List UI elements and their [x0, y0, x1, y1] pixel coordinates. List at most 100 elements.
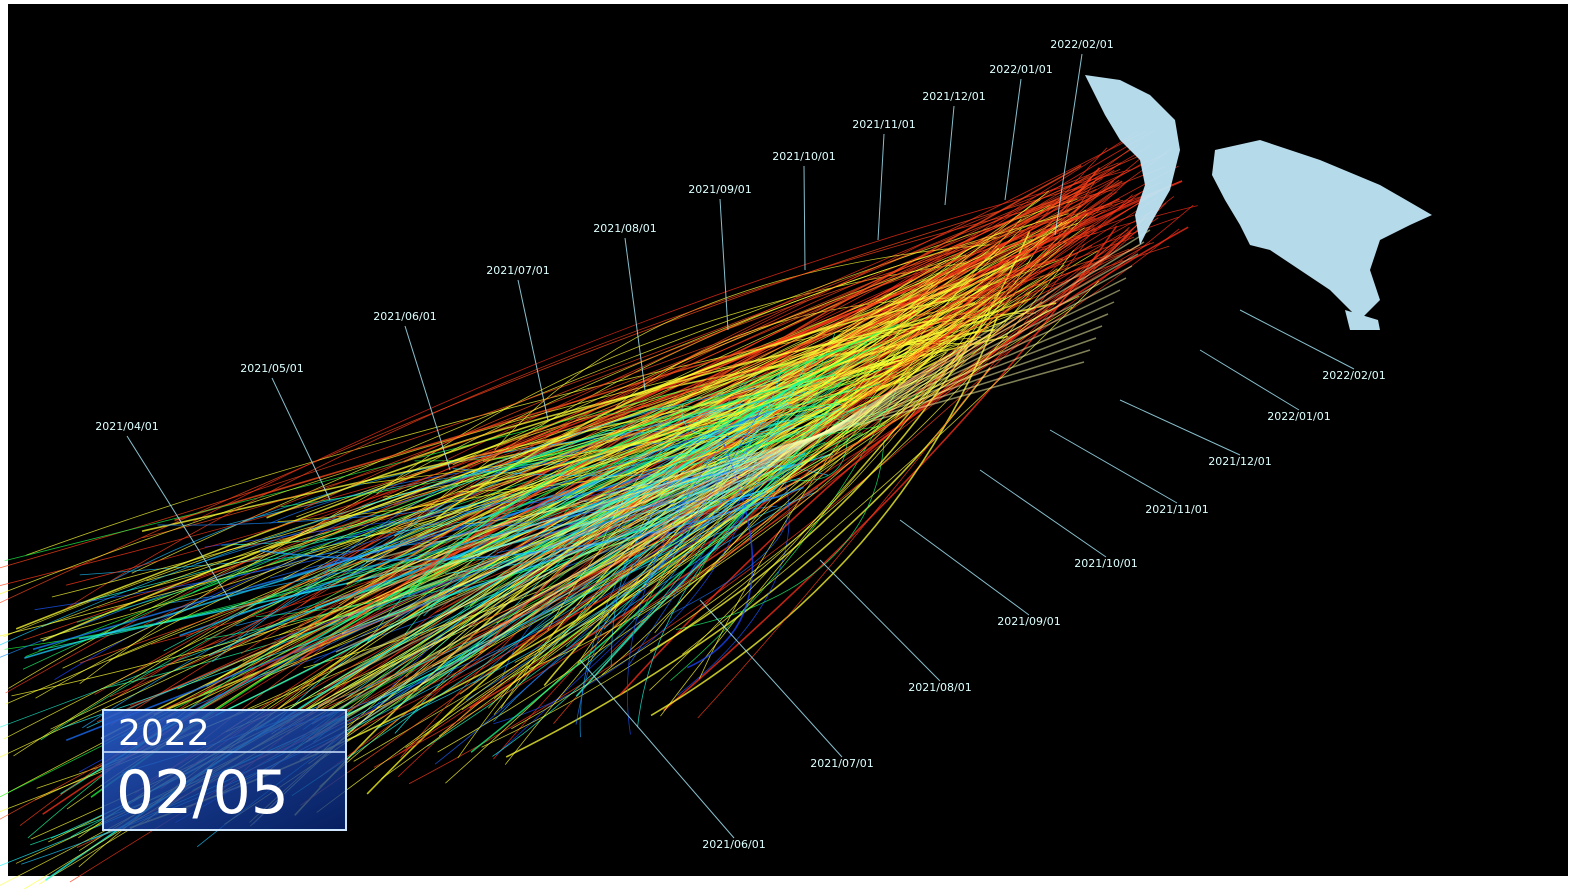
leader-line	[1119, 399, 1241, 456]
leader-line	[803, 165, 806, 271]
flow-line	[695, 310, 920, 580]
flow-line	[468, 228, 1180, 627]
date-label: 2021/05/01	[240, 362, 303, 375]
flow-line	[215, 376, 807, 717]
flow-line	[293, 393, 814, 597]
flow-line	[0, 185, 1084, 604]
leader-line	[1054, 53, 1083, 236]
date: 02/05	[116, 758, 289, 828]
bright-streak	[335, 301, 1115, 653]
flow-line	[66, 192, 1159, 586]
flow-line	[51, 327, 924, 598]
bright-streak	[317, 265, 1133, 707]
flow-line	[481, 297, 996, 748]
flow-line	[621, 503, 740, 617]
leader-line	[1239, 309, 1355, 370]
timeline-labels: 2022/02/01 2022/01/01 2021/12/01 2021/11/01…	[95, 38, 1385, 851]
date-label: 2021/06/01	[702, 838, 765, 851]
date-label: 2022/02/01	[1322, 369, 1385, 382]
flow-line	[575, 465, 800, 697]
flow-line	[493, 221, 1063, 700]
date-box-frame	[102, 709, 347, 831]
bright-streak	[341, 313, 1109, 635]
leader-line	[624, 237, 646, 391]
flow-line	[660, 291, 1018, 717]
flow-line	[555, 275, 954, 495]
leader-line	[719, 198, 729, 331]
flow-line	[445, 228, 1022, 784]
date-label: 2021/04/01	[95, 420, 158, 433]
leader-line	[1049, 429, 1178, 504]
flow-line	[452, 254, 967, 466]
leader-line	[877, 133, 885, 241]
flow-line	[595, 257, 1012, 541]
flow-line	[42, 301, 976, 642]
date-label: 2021/11/01	[1145, 503, 1208, 516]
flow-line	[408, 212, 1149, 785]
leader-line	[944, 105, 955, 206]
bright-streak	[299, 229, 1151, 761]
flow-line	[543, 288, 1003, 687]
date-label: 2021/08/01	[593, 222, 656, 235]
leader-line	[699, 599, 843, 758]
leader-line	[1199, 349, 1300, 411]
flow-line	[413, 362, 896, 528]
flow-line	[108, 420, 793, 584]
date-label: 2021/07/01	[810, 757, 873, 770]
flow-line	[308, 375, 957, 740]
flow-lines	[0, 129, 1198, 889]
flow-line	[478, 180, 1123, 654]
flow-line	[316, 301, 1042, 813]
bright-streak	[365, 361, 1085, 563]
flow-line	[303, 199, 1124, 510]
flow-line	[143, 186, 1090, 626]
flow-line	[0, 236, 1135, 586]
date-label: 2021/09/01	[688, 183, 751, 196]
leader-line	[979, 469, 1107, 558]
flow-line	[22, 336, 883, 670]
flow-line	[408, 373, 836, 596]
date-label: 2021/12/01	[1208, 455, 1271, 468]
flow-line	[579, 441, 753, 673]
date-label: 2022/01/01	[989, 63, 1052, 76]
flow-line	[465, 471, 757, 701]
flow-line	[574, 180, 1129, 608]
flow-line	[142, 131, 1138, 759]
date-box: 2022 02/05	[102, 709, 347, 831]
date-label: 2021/10/01	[1074, 557, 1137, 570]
flow-line	[423, 403, 842, 617]
date-label: 2021/06/01	[373, 310, 436, 323]
flow-line	[279, 371, 901, 623]
flow-line	[300, 188, 1097, 533]
flow-line	[281, 383, 883, 508]
flow-line	[131, 198, 1078, 574]
flow-line	[300, 164, 1082, 661]
flow-line	[150, 217, 1159, 645]
flow-line	[663, 225, 1118, 712]
date-label: 2021/08/01	[908, 681, 971, 694]
leader-line	[579, 659, 735, 839]
flow-line	[677, 474, 790, 696]
flow-line	[266, 317, 943, 519]
flow-line	[86, 476, 779, 729]
flow-line	[79, 213, 1069, 684]
world-map	[1085, 75, 1432, 330]
date-label: 2022/01/01	[1267, 410, 1330, 423]
bright-streak	[353, 337, 1097, 599]
leader-line	[271, 377, 331, 501]
bright-streak	[311, 253, 1139, 725]
flow-line	[637, 414, 856, 728]
flow-line	[23, 184, 1120, 641]
flow-line	[470, 399, 838, 753]
leader-line	[404, 325, 451, 471]
date-label: 2022/02/01	[1050, 38, 1113, 51]
year: 2022	[118, 713, 210, 754]
date-label: 2021/11/01	[852, 118, 915, 131]
flow-line	[669, 514, 789, 616]
bright-streak	[329, 289, 1121, 671]
flow-line	[675, 439, 885, 630]
flow-line	[225, 403, 792, 580]
bright-streak	[305, 241, 1145, 743]
flow-line	[26, 301, 988, 556]
